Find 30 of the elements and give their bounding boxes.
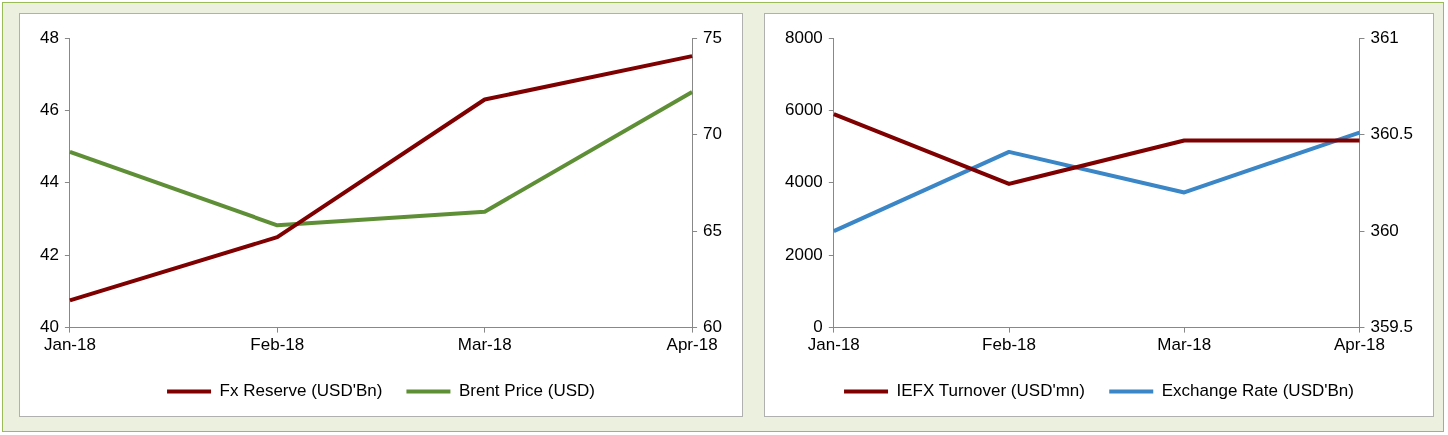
y-tick-label: 8000 (784, 27, 823, 47)
y-tick-label: 42 (39, 244, 59, 264)
x-tick-label: Jan-18 (807, 335, 860, 355)
x-tick-label: Feb-18 (250, 335, 305, 355)
y-tick-label: 4000 (784, 172, 823, 192)
y2-tick-label: 359.5 (1370, 317, 1414, 337)
y2-tick-label: 75 (703, 27, 723, 47)
y-tick-label: 48 (39, 27, 59, 47)
y-tick-label: 0 (813, 317, 823, 337)
x-tick-label: Jan-18 (43, 335, 96, 355)
x-tick-label: Apr-18 (666, 335, 718, 355)
x-tick-label: Mar-18 (457, 335, 512, 355)
y2-tick-label: 60 (703, 317, 723, 337)
y-tick-label: 6000 (784, 100, 823, 120)
legend-label: Fx Reserve (USD'Bn) (219, 381, 383, 401)
x-tick-label: Feb-18 (982, 335, 1036, 355)
y-tick-label: 2000 (784, 244, 823, 264)
x-tick-label: Apr-18 (1333, 335, 1385, 355)
x-tick-label: Mar-18 (1157, 335, 1212, 355)
legend-label: Exchange Rate (USD'Bn) (1161, 381, 1354, 401)
y-tick-label: 44 (39, 172, 59, 192)
legend-label: Brent Price (USD) (458, 381, 595, 401)
y-tick-label: 40 (39, 317, 59, 337)
y-tick-label: 46 (39, 100, 59, 120)
y2-tick-label: 361 (1370, 27, 1399, 47)
legend-label: IEFX Turnover (USD'mn) (896, 381, 1085, 401)
y2-tick-label: 360.5 (1370, 124, 1414, 144)
y2-tick-label: 70 (703, 124, 723, 144)
y2-tick-label: 360 (1370, 220, 1399, 240)
y2-tick-label: 65 (703, 220, 723, 240)
